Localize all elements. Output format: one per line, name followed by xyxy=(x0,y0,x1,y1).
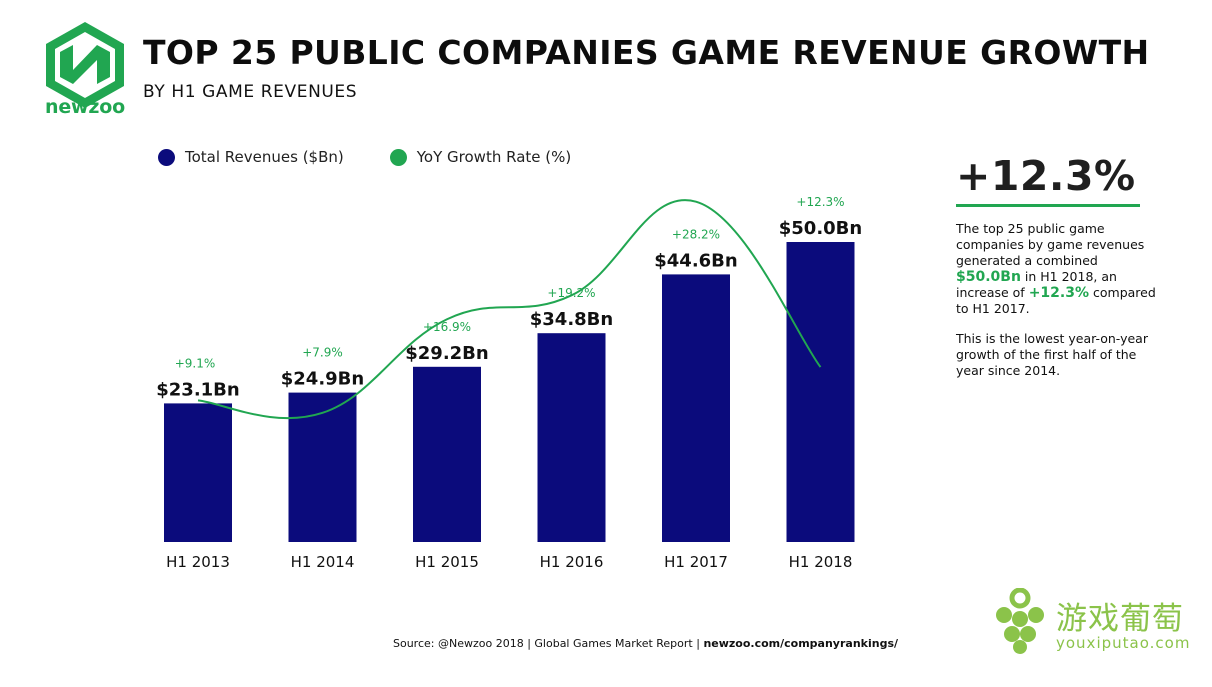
summary-text-c: compared to H1 2017. xyxy=(956,285,1156,316)
source-link[interactable]: newzoo.com/companyrankings/ xyxy=(703,637,899,650)
summary-text-a: The top 25 public game companies by game… xyxy=(956,221,1145,268)
page-subtitle: BY H1 GAME REVENUES xyxy=(143,82,358,102)
bar-value-label: $24.9Bn xyxy=(281,369,364,390)
summary-headline: +12.3% xyxy=(956,152,1136,200)
bar-h1-2018 xyxy=(786,242,855,542)
x-tick-label: H1 2017 xyxy=(664,553,728,571)
summary-rate: +12.3% xyxy=(1028,285,1090,301)
growth-rate-label: +9.1% xyxy=(175,356,216,370)
growth-rate-label: +16.9% xyxy=(423,320,471,334)
chart-legend: Total Revenues ($Bn) YoY Growth Rate (%) xyxy=(158,148,571,166)
legend-label-revenue: Total Revenues ($Bn) xyxy=(185,148,344,166)
legend-item-revenue: Total Revenues ($Bn) xyxy=(158,148,344,166)
legend-item-growth: YoY Growth Rate (%) xyxy=(389,148,572,166)
bar-value-label: $50.0Bn xyxy=(779,218,862,239)
logo-text: newzoo xyxy=(45,96,125,118)
bar-value-label: $23.1Bn xyxy=(156,379,239,400)
page-title: TOP 25 PUBLIC COMPANIES GAME REVENUE GRO… xyxy=(143,33,1150,72)
summary-panel: +12.3% The top 25 public game companies … xyxy=(956,152,1156,379)
summary-value: $50.0Bn xyxy=(956,269,1021,285)
growth-rate-label: +12.3% xyxy=(796,195,844,209)
newzoo-logo-icon xyxy=(46,22,124,108)
bar-value-label: $44.6Bn xyxy=(654,250,737,271)
x-tick-label: H1 2013 xyxy=(166,553,230,571)
growth-rate-label: +28.2% xyxy=(672,227,720,241)
summary-text-b: in H1 2018, an increase of xyxy=(956,269,1117,300)
growth-rate-line xyxy=(197,199,822,420)
source-text: Source: @Newzoo 2018 | Global Games Mark… xyxy=(393,637,700,650)
legend-swatch-revenue xyxy=(158,148,175,166)
x-tick-label: H1 2018 xyxy=(789,553,853,571)
x-tick-label: H1 2014 xyxy=(291,553,355,571)
summary-underline xyxy=(956,204,1140,207)
revenue-growth-chart: $23.1Bn H1 2013 $24.9Bn H1 2014 $29.2Bn H1 20… xyxy=(156,195,862,571)
summary-paragraph-2: This is the lowest year-on-year growth o… xyxy=(956,331,1148,378)
growth-rate-label: +19.2% xyxy=(547,286,595,300)
bar-h1-2016 xyxy=(537,333,606,542)
bar-h1-2015 xyxy=(413,366,481,542)
source-note: Source: @Newzoo 2018 | Global Games Mark… xyxy=(393,637,898,650)
bar-value-label: $29.2Bn xyxy=(405,343,488,364)
bar-h1-2013 xyxy=(164,403,232,542)
summary-paragraph-1: The top 25 public game companies by game… xyxy=(956,221,1156,317)
legend-swatch-growth xyxy=(389,148,407,166)
grape-logo-icon xyxy=(996,588,1044,654)
legend-label-growth: YoY Growth Rate (%) xyxy=(416,148,572,166)
x-tick-label: H1 2016 xyxy=(540,553,604,571)
bar-h1-2014 xyxy=(288,392,357,542)
bar-value-label: $34.8Bn xyxy=(530,309,613,330)
growth-rate-label: +7.9% xyxy=(302,346,343,360)
watermark-chinese: 游戏葡萄 xyxy=(1056,601,1184,637)
x-tick-label: H1 2015 xyxy=(415,553,479,571)
watermark-url: youxiputao.com xyxy=(1056,634,1191,652)
bar-h1-2017 xyxy=(662,274,730,542)
